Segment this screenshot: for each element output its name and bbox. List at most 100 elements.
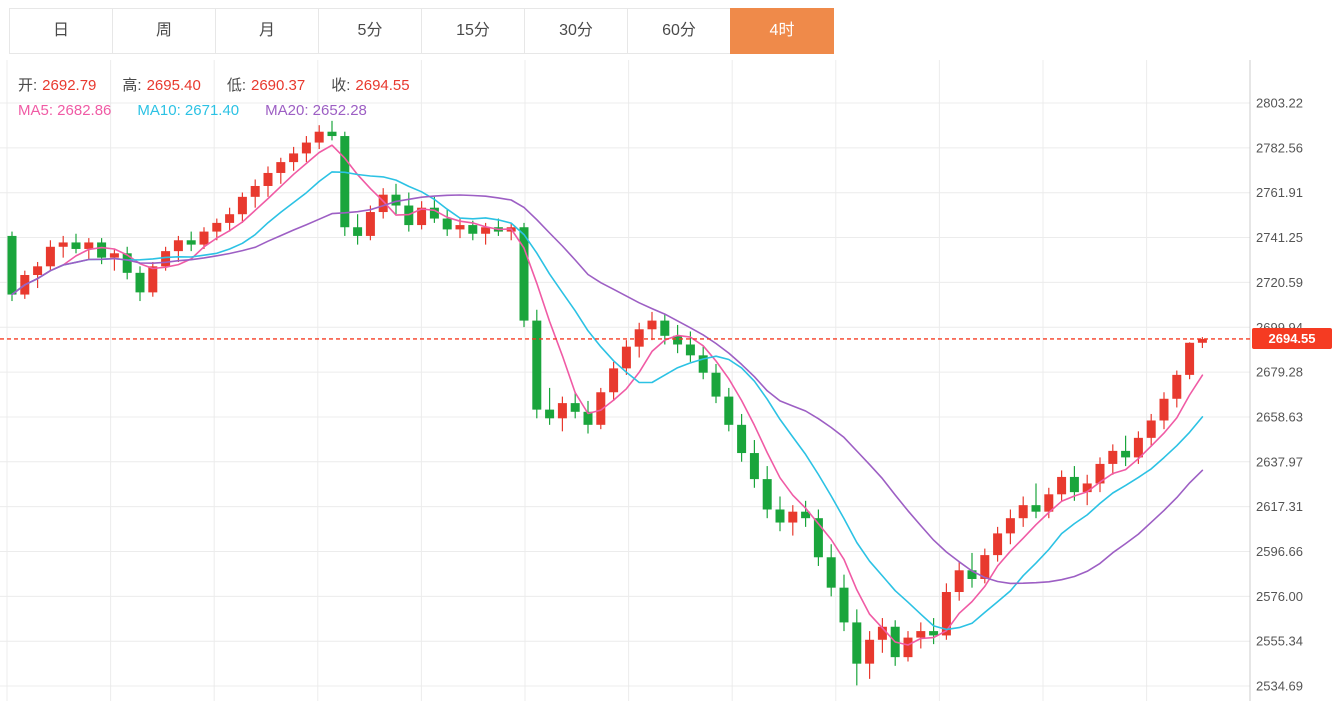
candle-body: [135, 272, 145, 293]
candle-body: [1069, 476, 1079, 493]
candle-body: [621, 346, 631, 369]
candle-body: [455, 225, 465, 230]
ma5-line: [11, 144, 1204, 646]
candle-body: [1057, 476, 1067, 495]
candle-body: [173, 240, 183, 252]
candle-body: [941, 592, 951, 636]
timeframe-button-day[interactable]: 日: [9, 8, 113, 54]
timeframe-button-60min[interactable]: 60分: [627, 8, 731, 54]
legend-close: 收: 2694.55: [331, 77, 410, 94]
candle-body: [58, 242, 68, 247]
candle-body: [481, 227, 491, 234]
candle-body: [1031, 505, 1041, 512]
candle-body: [788, 511, 798, 523]
candle-body: [980, 555, 990, 579]
candle-body: [237, 196, 247, 215]
candle-body: [1197, 338, 1207, 343]
candle-body: [1108, 450, 1118, 464]
candle-body: [813, 518, 823, 558]
candle-body: [711, 372, 721, 397]
candle-body: [1018, 505, 1028, 519]
candle-body: [161, 251, 171, 267]
candle-body: [314, 131, 324, 143]
candle-body: [33, 266, 43, 276]
chart-area: 2803.22 2782.56 2761.91 2741.25 2720.59 2699.…: [0, 60, 1334, 701]
y-axis-label: 2617.31: [1256, 499, 1303, 514]
candle-body: [417, 207, 427, 226]
candle-body: [84, 242, 94, 249]
candle-body: [442, 218, 452, 230]
y-axis-label: 2720.59: [1256, 275, 1303, 290]
candle-body: [1159, 398, 1169, 421]
candle-body: [263, 172, 273, 186]
candle-body: [365, 212, 375, 236]
candle-body: [353, 227, 363, 236]
timeframe-toolbar: 日周月 5分 15分 30分 60分 4时: [9, 8, 834, 54]
candle-body: [929, 631, 939, 636]
y-axis-label: 2658.63: [1256, 409, 1303, 424]
y-axis-label: 2761.91: [1256, 185, 1303, 200]
timeframe-button-4hour[interactable]: 4时: [730, 8, 834, 54]
candle-body: [199, 231, 209, 245]
candle-body: [519, 227, 529, 321]
y-axis-label: 2637.97: [1256, 454, 1303, 469]
candle-body: [186, 240, 196, 245]
y-axis-label: 2555.34: [1256, 634, 1303, 649]
candle-body: [903, 637, 913, 658]
candle-body: [685, 344, 695, 356]
y-axis-label: 2576.00: [1256, 589, 1303, 604]
candle-body: [532, 320, 542, 410]
candle-body: [916, 631, 926, 638]
candle-body: [673, 335, 683, 345]
candle-body: [660, 320, 670, 336]
candle-body: [301, 142, 311, 154]
y-axis-label: 2803.22: [1256, 96, 1303, 111]
timeframe-button-30min[interactable]: 30分: [524, 8, 628, 54]
timeframe-button-5min[interactable]: 5分: [318, 8, 422, 54]
ma20-line: [11, 194, 1204, 585]
candle-body: [596, 392, 606, 425]
candle-body: [1185, 342, 1195, 375]
candle-body: [545, 409, 555, 419]
candle-body: [212, 222, 222, 232]
candle-body: [826, 557, 836, 588]
legend-ma5: MA5: 2682.86: [18, 102, 112, 119]
ma10-line: [11, 171, 1204, 631]
legend-open: 开: 2692.79: [18, 77, 97, 94]
candle-body: [762, 479, 772, 510]
timeframe-button-week[interactable]: 周: [112, 8, 216, 54]
candle-body: [1121, 450, 1131, 458]
legend-ma20: MA20: 2652.28: [265, 102, 367, 119]
candle-body: [97, 242, 107, 258]
candle-body: [340, 136, 350, 228]
candle-body: [634, 329, 644, 347]
candle-body: [852, 622, 862, 664]
candle-body: [1133, 437, 1143, 458]
candle-body: [1044, 494, 1054, 512]
candle-body: [1172, 374, 1182, 399]
candle-body: [45, 246, 55, 267]
candle-body: [225, 214, 235, 223]
candle-body: [570, 403, 580, 412]
timeframe-button-month[interactable]: 月: [215, 8, 319, 54]
candle-body: [967, 570, 977, 579]
legend-high: 高: 2695.40: [122, 77, 201, 94]
candle-body: [698, 355, 708, 373]
candle-body: [1082, 483, 1092, 493]
legend-low: 低: 2690.37: [226, 77, 306, 94]
candle-body: [737, 424, 747, 454]
candle-body: [1146, 420, 1156, 438]
candle-body: [7, 235, 17, 295]
candle-body: [1005, 518, 1015, 534]
y-axis-label: 2596.66: [1256, 544, 1303, 559]
candle-body: [775, 509, 785, 523]
candle-body: [647, 320, 657, 330]
candle-body: [877, 626, 887, 640]
candle-body: [993, 533, 1003, 556]
y-axis-label: 2741.25: [1256, 230, 1303, 245]
timeframe-button-15min[interactable]: 15分: [421, 8, 525, 54]
candlestick-chart[interactable]: 2803.222782.562761.912741.252720.592699.…: [0, 60, 1334, 701]
candle-body: [289, 153, 299, 163]
y-axis-label: 2534.69: [1256, 679, 1303, 694]
candle-body: [391, 194, 401, 206]
